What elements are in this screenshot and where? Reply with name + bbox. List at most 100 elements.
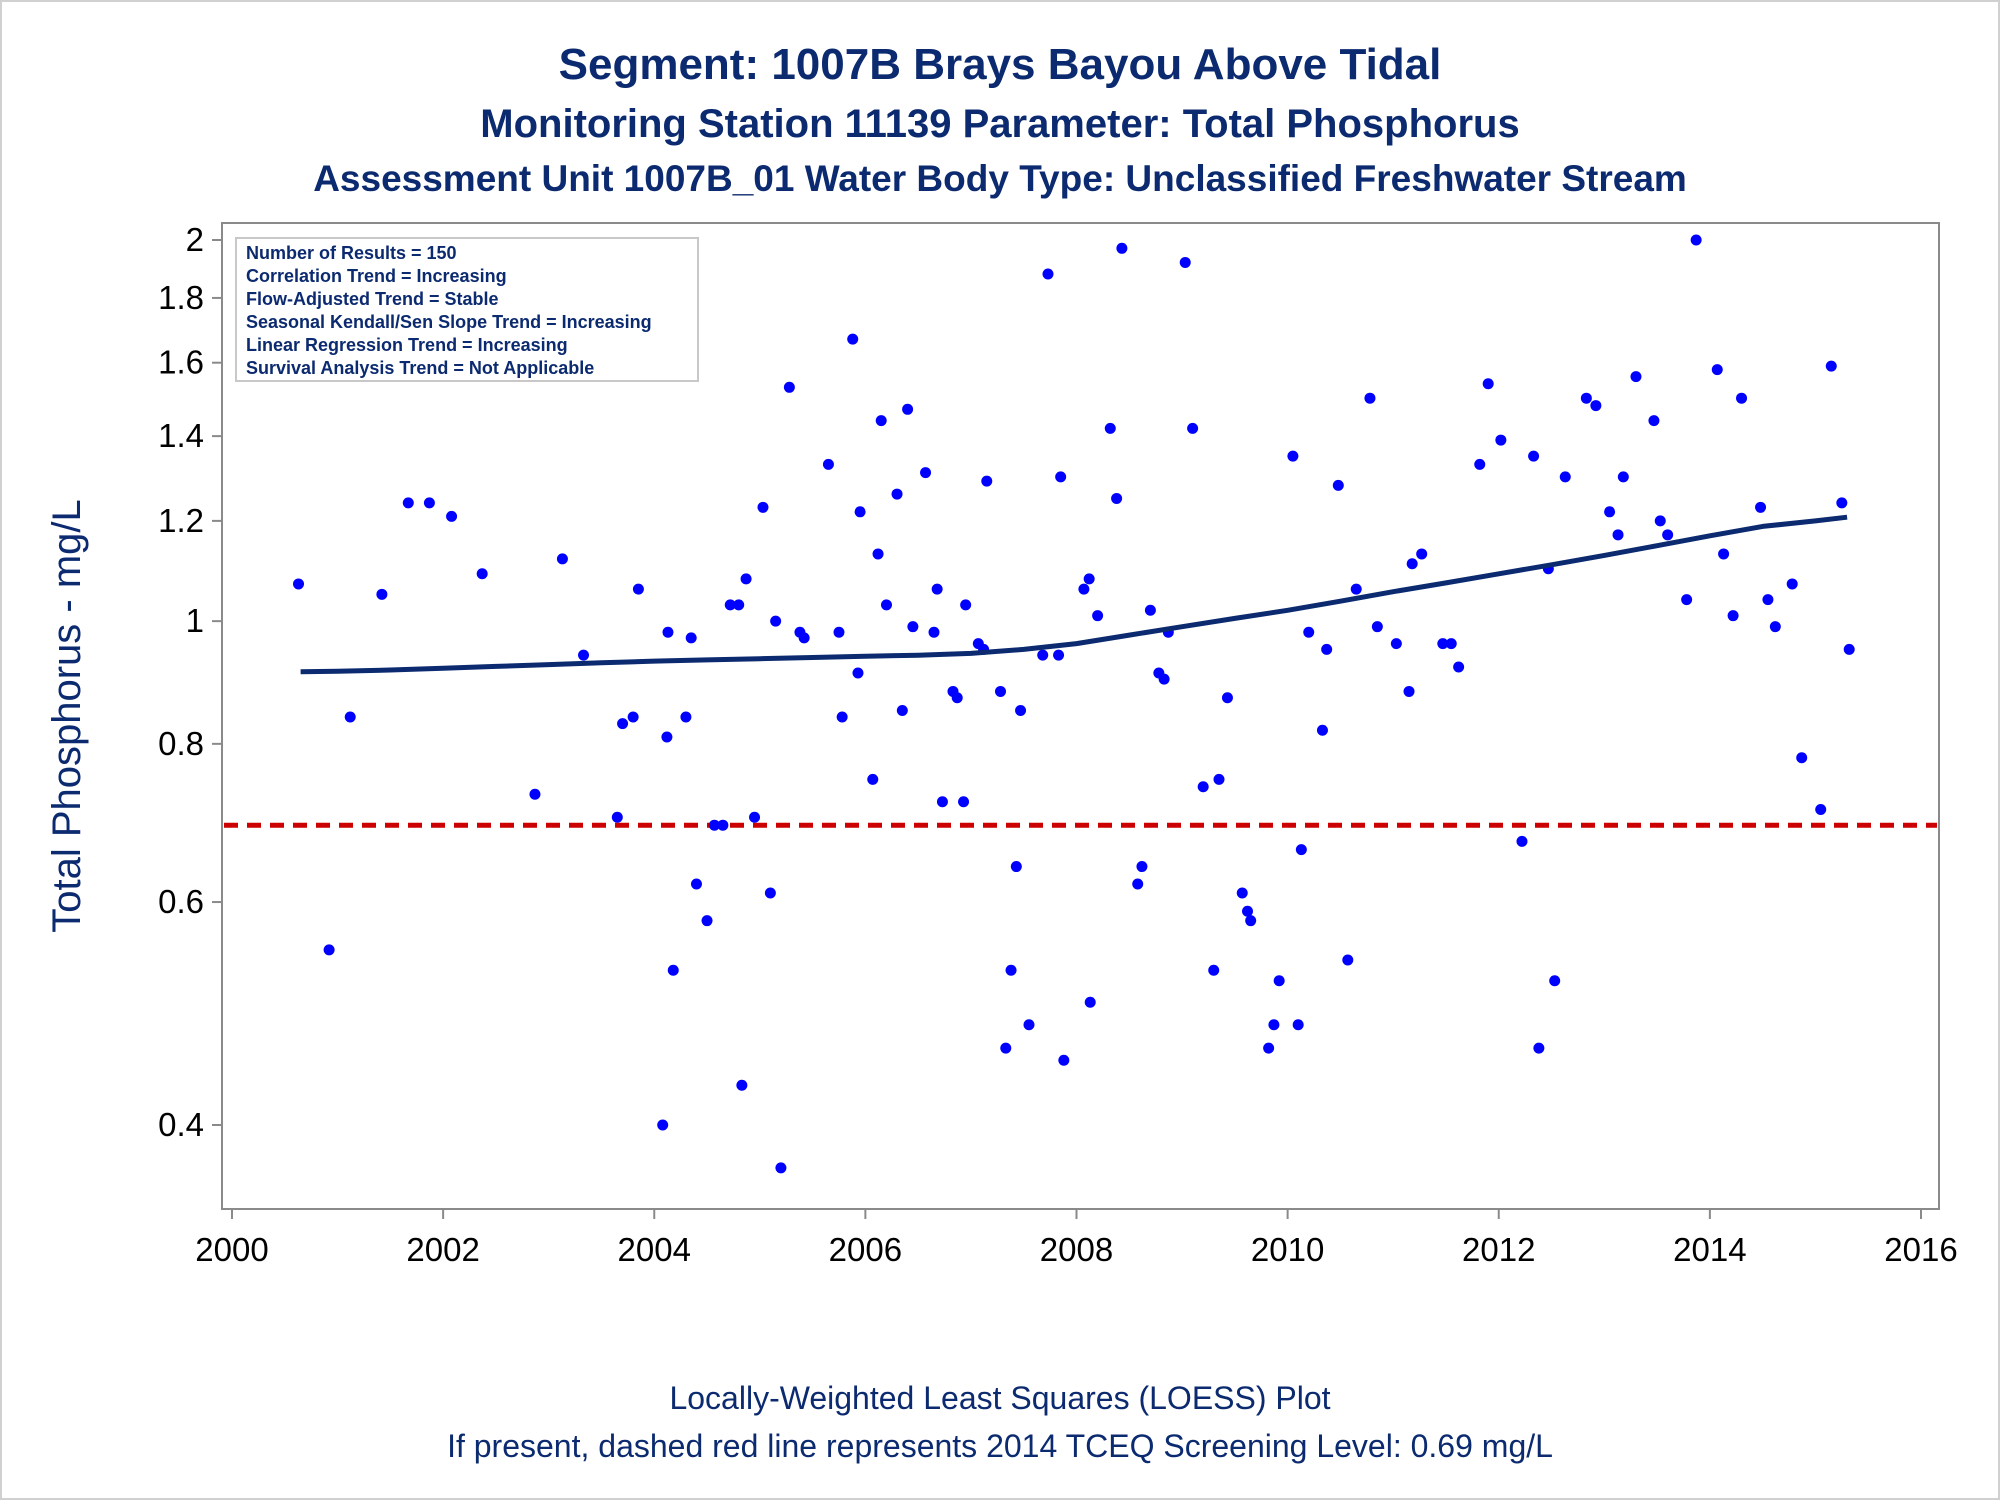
stat-seasonal-kendall-trend: Seasonal Kendall/Sen Slope Trend = Incre…	[246, 312, 652, 332]
loess-curve	[300, 514, 1848, 675]
data-point	[293, 578, 305, 590]
data-point	[1092, 610, 1104, 622]
data-point	[1053, 649, 1065, 661]
data-point	[1796, 752, 1808, 764]
data-point	[749, 811, 761, 823]
data-point	[423, 497, 435, 509]
data-point	[1287, 450, 1299, 462]
data-point	[896, 705, 908, 717]
data-point	[783, 381, 795, 393]
data-point	[936, 796, 948, 808]
data-point	[1263, 1042, 1275, 1054]
x-tick-label: 2000	[195, 1231, 268, 1268]
data-point	[951, 692, 963, 704]
data-point	[736, 1079, 748, 1091]
data-point	[836, 711, 848, 723]
data-point	[1187, 422, 1199, 434]
data-point	[1648, 415, 1660, 427]
stat-flow-adjusted-trend: Flow-Adjusted Trend = Stable	[246, 289, 499, 309]
data-point	[931, 583, 943, 595]
data-point	[1403, 685, 1415, 697]
chart-subtitle-assessment: Assessment Unit 1007B_01 Water Body Type…	[313, 158, 1687, 199]
data-point	[662, 626, 674, 638]
data-point	[1495, 434, 1507, 446]
data-point	[1762, 594, 1774, 606]
data-point	[667, 964, 679, 976]
data-point	[994, 685, 1006, 697]
data-point	[1718, 548, 1730, 560]
data-point	[1690, 234, 1702, 246]
data-point	[867, 773, 879, 785]
data-point	[1055, 471, 1067, 483]
data-point	[1010, 861, 1022, 873]
data-point	[446, 510, 458, 522]
data-point	[764, 887, 776, 899]
data-point	[1445, 638, 1457, 650]
data-point	[1295, 844, 1307, 856]
data-point	[1843, 643, 1855, 655]
y-axis-label: Total Phosphorus - mg/L	[45, 499, 89, 933]
data-point	[852, 667, 864, 679]
data-point	[344, 711, 356, 723]
data-point	[1416, 548, 1428, 560]
data-point	[1825, 360, 1837, 372]
data-point	[1711, 364, 1723, 376]
y-tick-label: 1.2	[158, 502, 204, 539]
data-point	[632, 583, 644, 595]
data-point	[1371, 621, 1383, 633]
x-tick-label: 2002	[406, 1231, 479, 1268]
data-point	[1654, 515, 1666, 527]
data-point	[1662, 529, 1674, 541]
data-point	[617, 718, 629, 730]
data-point	[627, 711, 639, 723]
chart-subtitle-station: Monitoring Station 11139 Parameter: Tota…	[480, 102, 1520, 146]
data-point	[1453, 661, 1465, 673]
data-point	[1208, 964, 1220, 976]
footnote-screening-level: If present, dashed red line represents 2…	[447, 1428, 1553, 1464]
data-point	[833, 626, 845, 638]
data-point	[476, 568, 488, 580]
data-point	[740, 573, 752, 585]
data-point	[1221, 692, 1233, 704]
data-point	[1083, 573, 1095, 585]
data-point	[661, 731, 673, 743]
data-point	[611, 811, 623, 823]
data-point	[1116, 242, 1128, 254]
data-point	[907, 621, 919, 633]
data-point	[685, 632, 697, 644]
x-tick-label: 2010	[1251, 1231, 1324, 1268]
data-point	[733, 599, 745, 611]
data-point	[1268, 1019, 1280, 1031]
data-point	[1604, 506, 1616, 518]
y-tick-label: 1.4	[158, 417, 204, 454]
data-point	[1681, 594, 1693, 606]
data-point	[891, 488, 903, 500]
data-point	[981, 475, 993, 487]
data-point	[1005, 964, 1017, 976]
data-point	[854, 506, 866, 518]
stat-survival-analysis-trend: Survival Analysis Trend = Not Applicable	[246, 358, 594, 378]
data-point	[920, 467, 932, 479]
y-tick-label: 0.8	[158, 725, 204, 762]
data-point	[1364, 392, 1376, 404]
footnote-loess: Locally-Weighted Least Squares (LOESS) P…	[669, 1380, 1331, 1416]
data-point	[775, 1162, 787, 1174]
data-point	[402, 497, 414, 509]
data-point	[657, 1119, 669, 1131]
data-point	[708, 819, 720, 831]
data-point	[1590, 400, 1602, 412]
data-point	[701, 915, 713, 927]
data-point	[1332, 479, 1344, 491]
data-point	[1786, 578, 1798, 590]
data-point	[1213, 773, 1225, 785]
data-point	[902, 403, 914, 415]
x-tick-label: 2008	[1040, 1231, 1113, 1268]
data-point	[1474, 458, 1486, 470]
y-tick-label: 0.6	[158, 883, 204, 920]
data-point	[1406, 558, 1418, 570]
data-point	[847, 333, 859, 345]
data-point	[1042, 268, 1054, 280]
stat-linear-regression-trend: Linear Regression Trend = Increasing	[246, 335, 568, 355]
data-point	[1836, 497, 1848, 509]
data-point	[690, 878, 702, 890]
